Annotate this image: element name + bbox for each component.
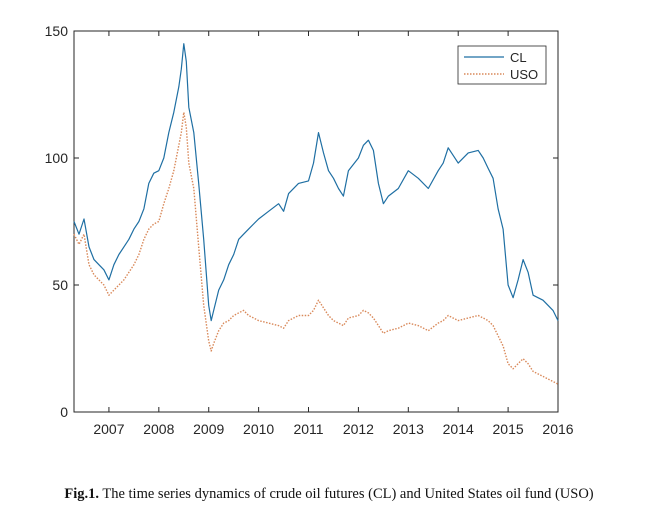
y-tick-label: 50 bbox=[52, 277, 68, 293]
x-tick-label: 2008 bbox=[143, 421, 174, 437]
legend-box bbox=[457, 45, 547, 85]
x-tick-label: 2013 bbox=[393, 421, 424, 437]
x-tick-label: 2015 bbox=[493, 421, 524, 437]
plot-area bbox=[73, 30, 559, 413]
x-tick-label: 2016 bbox=[542, 421, 573, 437]
legend-label-cl: CL bbox=[510, 50, 527, 65]
x-tick-label: 2009 bbox=[193, 421, 224, 437]
x-tick-label: 2007 bbox=[93, 421, 124, 437]
caption-text: The time series dynamics of crude oil fu… bbox=[102, 486, 594, 502]
legend-label-uso: USO bbox=[510, 67, 538, 82]
chart: 0 50 100 150 2007 2008 2009 2010 2011 2012 2013 201… bbox=[45, 23, 574, 437]
series-line-cl bbox=[73, 43, 559, 322]
y-tick-label: 0 bbox=[60, 404, 68, 420]
x-tick-label: 2011 bbox=[293, 421, 323, 437]
caption-label: Fig.1. bbox=[64, 486, 99, 502]
figure-caption: Fig.1. The time series dynamics of crude… bbox=[0, 486, 658, 503]
legend: CL USO bbox=[457, 45, 547, 85]
series-line-uso bbox=[73, 111, 559, 385]
y-tick-label: 150 bbox=[45, 23, 69, 39]
x-tick-label: 2012 bbox=[343, 421, 374, 437]
x-tick-label: 2010 bbox=[243, 421, 274, 437]
y-tick-label: 100 bbox=[45, 150, 69, 166]
x-tick-label: 2014 bbox=[443, 421, 474, 437]
